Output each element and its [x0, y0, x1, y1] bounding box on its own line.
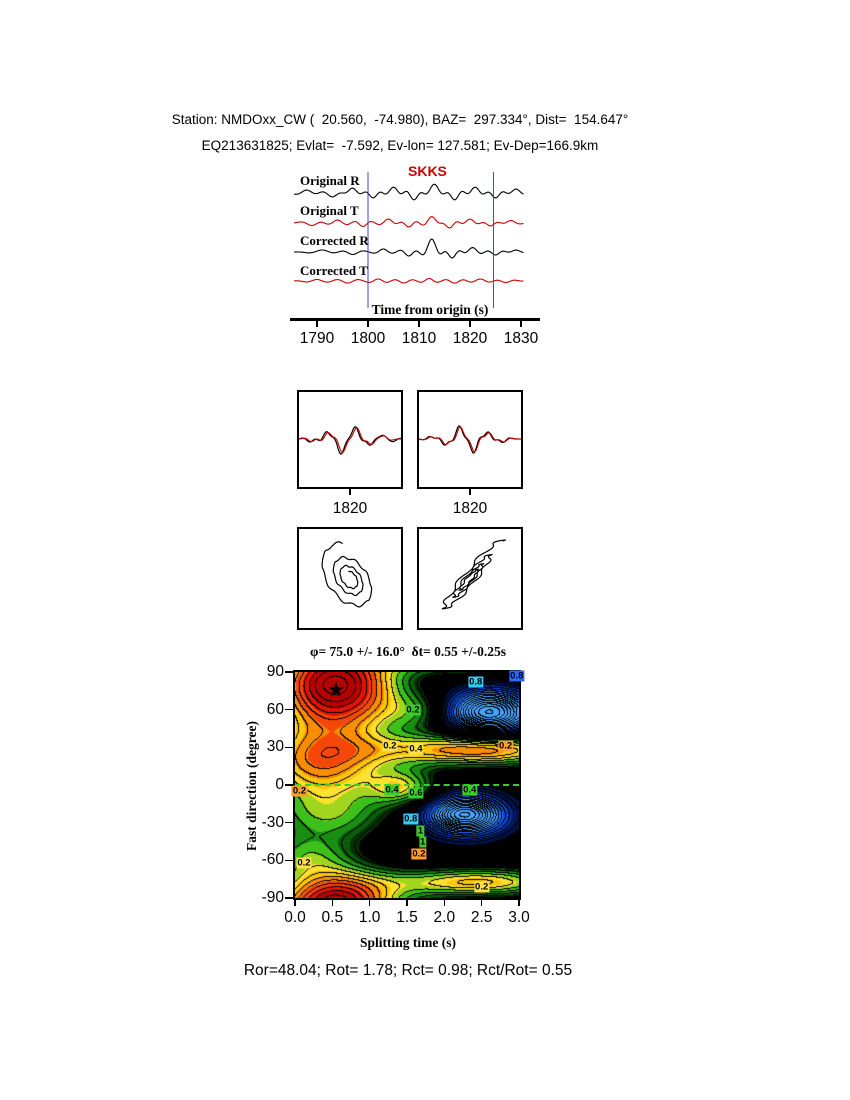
- panel-1-tick-label: 1820: [332, 500, 368, 517]
- contour-label: 0.4: [408, 743, 424, 755]
- splitting-time-axis-label: Splitting time (s): [360, 935, 456, 950]
- particle-motion-curve: [441, 539, 507, 610]
- phase-label: SKKS: [408, 163, 447, 179]
- best-fit-star-icon: ★: [326, 678, 346, 702]
- dt-axis-tick: [406, 900, 408, 906]
- trace-label-corrected-t: Corrected T: [300, 263, 368, 278]
- trace-label-original-r: Original R: [300, 173, 360, 188]
- time-axis-tick-label: 1830: [503, 330, 539, 347]
- waveform-window-plot-2: [419, 425, 521, 454]
- trace-corrected-r: [294, 238, 524, 259]
- phi-axis-tick: [285, 746, 293, 749]
- phi-axis-tick: [285, 897, 293, 899]
- trace-original-r: [294, 183, 524, 201]
- trace-original-t: [294, 216, 524, 229]
- time-axis-tick-label: 1820: [452, 330, 488, 347]
- particle-motion-panel-2: [417, 527, 523, 630]
- time-axis-tick: [418, 321, 420, 327]
- contour-label: 0.6: [408, 787, 424, 799]
- phi-axis-tick-label: 60: [266, 700, 284, 718]
- contour-label: 0.2: [474, 881, 490, 893]
- dt-axis-tick: [294, 900, 296, 906]
- time-axis-tick: [316, 321, 318, 327]
- trace-label-corrected-r: Corrected R: [300, 233, 369, 248]
- trace-corrected-t: [294, 277, 524, 284]
- contour-label: 0.2: [497, 740, 514, 752]
- particle-motion-panel-1: [297, 527, 403, 630]
- contour-label: 0.2: [411, 848, 427, 860]
- phi-axis-tick: [285, 708, 293, 711]
- time-axis-tick-label: 1800: [350, 330, 386, 347]
- seismogram-traces: [294, 172, 524, 308]
- contour-label: 0.4: [384, 784, 400, 796]
- dt-axis-tick-label: 0.0: [284, 909, 306, 926]
- time-axis-tick: [367, 321, 369, 327]
- waveform-window-panel-2: [417, 390, 523, 489]
- result-stats: Ror=48.04; Rot= 1.78; Rct= 0.98; Rct/Rot…: [243, 962, 573, 979]
- panel-1-tick: [349, 489, 351, 495]
- phi-axis-tick-label: 90: [266, 663, 284, 680]
- panel-trace-red: [419, 426, 521, 453]
- time-axis-tick-label: 1790: [299, 330, 335, 347]
- dt-axis-tick: [443, 900, 446, 906]
- time-axis-line: [290, 318, 540, 321]
- contour-label: 0.2: [405, 704, 421, 716]
- time-axis-label: Time from origin (s): [371, 302, 489, 317]
- contour-label: 0.8: [468, 676, 484, 688]
- phi-axis-tick: [285, 671, 293, 673]
- header-event-line: EQ213631825; Evlat= -7.592, Ev-lon= 127.…: [201, 138, 599, 153]
- contour-label: 0.2: [291, 785, 308, 797]
- dt-axis-tick: [518, 900, 520, 906]
- phi-axis-tick-label: 30: [266, 738, 284, 756]
- contour-label: 0.8: [403, 813, 419, 825]
- particle-motion-plot-1: [321, 541, 373, 608]
- phi-axis-tick-label: -60: [261, 851, 284, 869]
- contour-label: 1: [416, 825, 425, 837]
- waveform-window-panel-1: [297, 390, 403, 489]
- dt-axis-tick-label: 2.0: [433, 909, 456, 926]
- phi-axis-tick-label: -30: [261, 813, 284, 831]
- contour-label: 0.2: [382, 740, 398, 752]
- dt-axis-tick-label: 2.5: [470, 909, 493, 926]
- time-axis-tick: [469, 321, 471, 327]
- phi-axis-tick-label: 0: [275, 776, 284, 793]
- contour-label: 1: [419, 836, 427, 847]
- panel-trace-black: [419, 425, 521, 454]
- waveform-window-plot-1: [299, 426, 401, 455]
- dt-axis-tick: [368, 900, 371, 906]
- dt-axis-tick-label: 3.0: [508, 909, 530, 926]
- dt-axis-tick-label: 1.0: [358, 909, 381, 926]
- contour-label: 0.2: [296, 857, 312, 869]
- particle-motion-curve: [321, 541, 373, 608]
- contour-frame: ★ 0.2 0.8 0.8 0.2 0.4 0.2 0.4 0.6 0.4 0.8 1 1 0.2 0.2…: [291, 670, 525, 900]
- contour-label: 0.4: [462, 784, 478, 796]
- contour-title: φ= 75.0 +/- 16.0° δt= 0.55 +/-0.25s: [310, 644, 506, 659]
- dt-axis-tick: [480, 900, 483, 906]
- particle-motion-plot-2: [441, 539, 507, 610]
- time-axis-tick: [520, 321, 522, 327]
- panel-2-tick: [469, 489, 471, 495]
- trace-label-original-t: Original T: [300, 203, 359, 218]
- phi-axis-tick: [285, 821, 293, 824]
- panel-2-tick-label: 1820: [452, 500, 488, 517]
- panel-trace-red: [299, 427, 401, 454]
- phi-axis-tick: [285, 859, 293, 862]
- dt-axis-tick: [331, 900, 334, 906]
- dt-axis-tick-label: 0.5: [321, 909, 344, 926]
- time-axis-tick-label: 1810: [401, 330, 437, 347]
- phi-axis-tick: [285, 784, 293, 786]
- dt-axis-tick-label: 1.5: [396, 909, 418, 926]
- zero-degree-line: [295, 784, 519, 786]
- header-station-line: Station: NMDOxx_CW ( 20.560, -74.980), B…: [171, 112, 629, 127]
- contour-label: 0.8: [509, 670, 525, 682]
- phi-axis-tick-label: -90: [261, 889, 284, 906]
